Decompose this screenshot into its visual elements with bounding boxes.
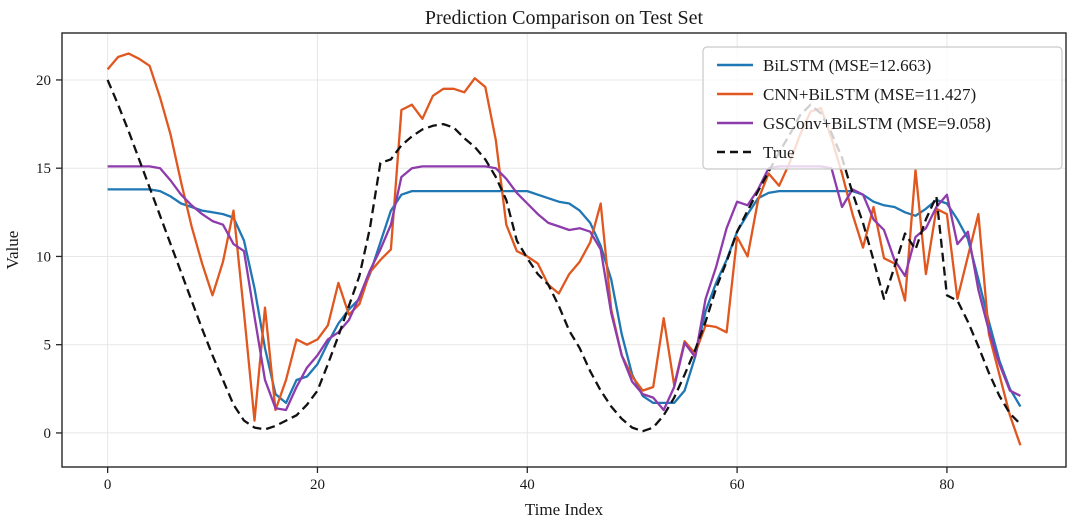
y-tick-label: 10 bbox=[36, 249, 51, 265]
x-axis-label: Time Index bbox=[525, 500, 604, 519]
axis-ticks: 0 20 40 60 80 0 5 10 15 20 bbox=[36, 73, 954, 493]
series-line-gsconv+bilstm bbox=[107, 165, 1021, 412]
x-tick-label: 0 bbox=[104, 477, 112, 493]
x-tick-label: 60 bbox=[730, 477, 745, 493]
legend-entry-label: True bbox=[763, 143, 795, 162]
legend-entry-label: BiLSTM (MSE=12.663) bbox=[763, 56, 931, 75]
axes-frame bbox=[61, 32, 1067, 468]
x-tick-label: 80 bbox=[939, 477, 954, 493]
x-tick-label: 20 bbox=[310, 477, 325, 493]
x-tick-label: 40 bbox=[520, 477, 535, 493]
plot-border bbox=[61, 32, 1067, 468]
legend: BiLSTM (MSE=12.663) CNN+BiLSTM (MSE=11.42… bbox=[702, 46, 1063, 170]
series-line-bilstm bbox=[107, 188, 1022, 408]
series-line-true bbox=[106, 79, 1022, 433]
series-line-cnn+bilstm bbox=[106, 52, 1022, 446]
y-tick-label: 0 bbox=[44, 426, 52, 442]
y-tick-label: 5 bbox=[44, 338, 52, 354]
legend-entry-label: GSConv+BiLSTM (MSE=9.058) bbox=[763, 114, 991, 133]
legend-box bbox=[702, 46, 1063, 170]
y-tick-label: 20 bbox=[36, 73, 51, 89]
chart-title: Prediction Comparison on Test Set bbox=[425, 7, 704, 29]
data-series bbox=[106, 52, 1022, 446]
legend-entry-label: CNN+BiLSTM (MSE=11.427) bbox=[763, 85, 976, 104]
y-axis-label: Value bbox=[3, 231, 22, 270]
y-tick-label: 15 bbox=[36, 161, 51, 177]
